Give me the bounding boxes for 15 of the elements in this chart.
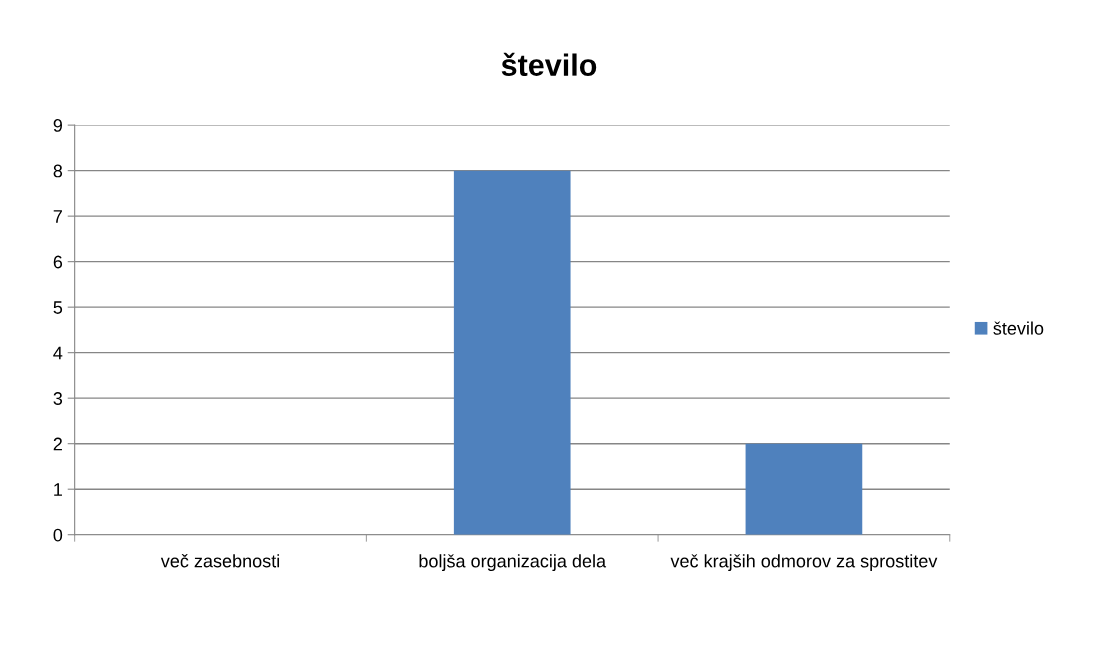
x-tick-label: boljša organizacija dela bbox=[419, 554, 607, 572]
y-tick-label: 5 bbox=[53, 301, 63, 314]
x-tick-label: več zasebnosti bbox=[160, 554, 280, 568]
y-tick-label: 1 bbox=[54, 483, 62, 496]
y-tick-label: 3 bbox=[53, 392, 63, 405]
chart-title: število bbox=[501, 52, 597, 76]
y-tick-label: 0 bbox=[53, 528, 63, 542]
y-tick-label: 8 bbox=[53, 164, 63, 178]
y-tick-label: 2 bbox=[53, 437, 62, 451]
y-tick-label: 6 bbox=[53, 255, 63, 269]
y-tick-label: 7 bbox=[53, 210, 62, 223]
y-tick-label: 4 bbox=[53, 346, 63, 360]
legend-label: število bbox=[993, 321, 1044, 335]
x-tick-label: več krajših odmorov za sprostitev bbox=[670, 554, 938, 572]
y-tick-label: 9 bbox=[53, 119, 62, 132]
